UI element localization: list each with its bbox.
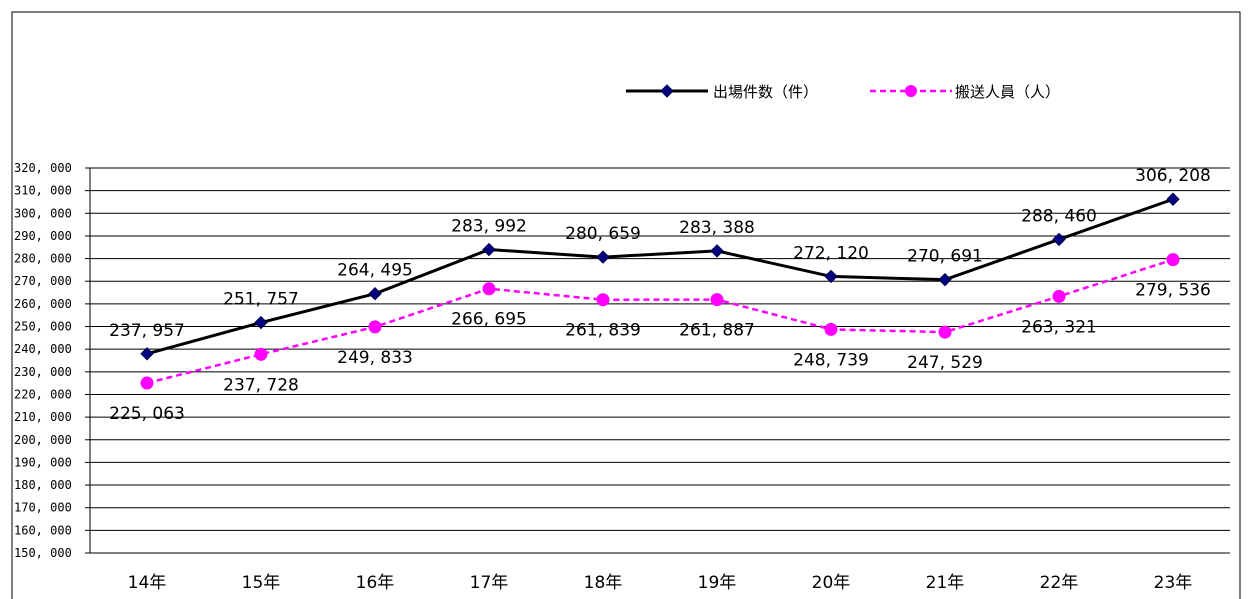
data-point — [482, 242, 496, 257]
legend: 出場件数（件） 搬送人員（人） — [626, 83, 1060, 101]
data-label: 249, 833 — [337, 348, 413, 368]
x-tick-label: 22年 — [1040, 573, 1079, 593]
y-tick-label: 210, 000 — [14, 410, 72, 424]
x-tick-label: 14年 — [128, 573, 167, 593]
data-label: 263, 321 — [1021, 317, 1097, 337]
legend-label-0: 出場件数（件） — [713, 83, 818, 101]
data-labels: 237, 957 251, 757 264, 495 283, 992 280, 659… — [109, 166, 1211, 424]
y-tick-label: 300, 000 — [14, 206, 72, 220]
data-point — [140, 347, 154, 361]
x-tick-label: 16年 — [356, 573, 395, 593]
data-label: 306, 208 — [1135, 166, 1211, 186]
x-tick-label: 20年 — [812, 573, 851, 593]
x-tick-label: 19年 — [698, 573, 737, 593]
data-point — [1052, 289, 1066, 303]
data-point — [254, 347, 268, 361]
legend-marker-1 — [905, 85, 917, 97]
y-tick-label: 310, 000 — [14, 184, 72, 198]
data-label: 283, 992 — [451, 217, 527, 237]
y-tick-label: 240, 000 — [14, 342, 72, 356]
data-label: 261, 887 — [679, 321, 755, 341]
data-point — [824, 322, 838, 336]
y-tick-label: 220, 000 — [14, 387, 72, 401]
data-label: 266, 695 — [451, 310, 527, 330]
series-line-1 — [146, 258, 1174, 385]
data-point — [140, 376, 154, 390]
data-point — [824, 269, 838, 284]
legend-label-1: 搬送人員（人） — [955, 83, 1060, 101]
data-point — [1166, 192, 1180, 206]
y-tick-label: 250, 000 — [14, 320, 72, 334]
data-point — [710, 244, 724, 258]
chart-border — [11, 11, 1241, 599]
gridlines — [90, 167, 1230, 531]
data-label: 251, 757 — [223, 290, 299, 310]
y-tick-label: 290, 000 — [14, 229, 72, 243]
y-tick-label: 190, 000 — [14, 455, 72, 469]
data-label: 237, 957 — [109, 321, 185, 341]
data-point — [938, 325, 952, 339]
y-tick-label: 320, 000 — [14, 161, 72, 175]
y-tick-label: 270, 000 — [14, 274, 72, 288]
data-label: 237, 728 — [223, 375, 299, 395]
data-point — [368, 320, 382, 334]
data-label: 247, 529 — [907, 353, 983, 373]
data-label: 272, 120 — [793, 243, 869, 263]
data-label: 270, 691 — [907, 247, 983, 267]
data-point — [368, 286, 382, 301]
y-tick-label: 260, 000 — [14, 297, 72, 311]
series-line-0 — [146, 197, 1174, 356]
data-point — [482, 282, 496, 296]
axes: 150, 000 160, 000 170, 000 180, 000 190, 000… — [14, 161, 1230, 593]
data-point — [938, 272, 952, 287]
y-tick-label: 180, 000 — [14, 478, 72, 492]
data-label: 280, 659 — [565, 224, 641, 244]
series-layer — [140, 192, 1180, 390]
data-point — [1052, 232, 1066, 247]
y-tick-label: 230, 000 — [14, 365, 72, 379]
data-point — [254, 315, 268, 330]
y-tick-label: 170, 000 — [14, 501, 72, 515]
y-tick-label: 200, 000 — [14, 433, 72, 447]
data-label: 225, 063 — [109, 404, 185, 424]
data-label: 279, 536 — [1135, 281, 1211, 301]
x-tick-label: 15年 — [242, 573, 281, 593]
data-label: 288, 460 — [1021, 206, 1097, 226]
data-label: 264, 495 — [337, 261, 413, 281]
data-point — [596, 293, 610, 307]
y-tick-label: 150, 000 — [14, 546, 72, 560]
x-tick-label: 17年 — [470, 573, 509, 593]
data-point — [710, 293, 724, 307]
data-label: 283, 388 — [679, 218, 755, 238]
x-tick-label: 21年 — [926, 573, 965, 593]
data-point — [1166, 253, 1180, 267]
x-tick-label: 23年 — [1154, 573, 1193, 593]
data-label: 248, 739 — [793, 350, 869, 370]
data-label: 261, 839 — [565, 321, 641, 341]
x-tick-label: 18年 — [584, 573, 623, 593]
y-tick-label: 280, 000 — [14, 252, 72, 266]
legend-marker-0 — [660, 84, 674, 98]
y-tick-label: 160, 000 — [14, 523, 72, 537]
data-point — [596, 250, 610, 264]
